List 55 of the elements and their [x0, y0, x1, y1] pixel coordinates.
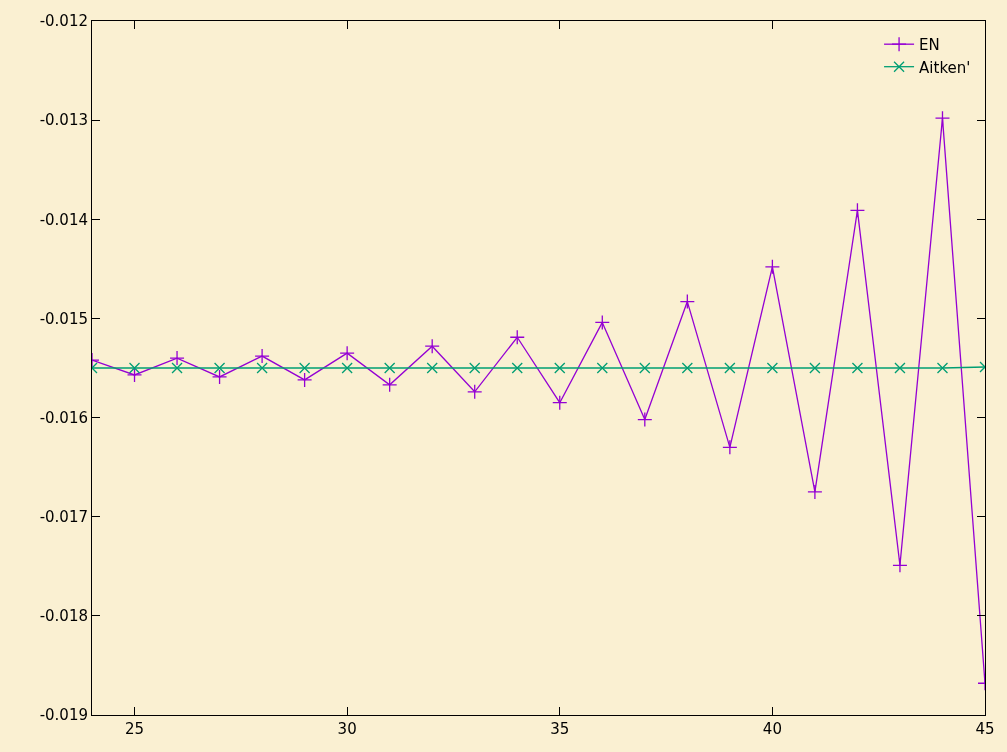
point — [424, 338, 440, 354]
point — [764, 259, 781, 275]
point — [128, 362, 141, 374]
point — [467, 384, 483, 400]
point — [766, 362, 779, 374]
point — [681, 362, 693, 374]
point — [426, 362, 438, 374]
point — [554, 362, 566, 374]
point — [724, 362, 736, 374]
point — [894, 362, 906, 374]
point — [639, 362, 651, 374]
point — [296, 372, 313, 388]
point — [637, 411, 653, 428]
point — [256, 362, 268, 374]
point — [171, 362, 183, 374]
y-tick-label: -0.016 — [39, 408, 88, 427]
x-tick-label: 35 — [550, 720, 570, 738]
y-tick-label: -0.012 — [39, 12, 88, 31]
x-tick-label: 45 — [975, 720, 995, 738]
x-tick-label: 30 — [337, 720, 357, 738]
point — [722, 439, 738, 455]
point — [382, 377, 398, 393]
point — [809, 362, 821, 374]
y-tick-label: -0.018 — [39, 607, 88, 626]
point — [126, 367, 143, 383]
legend-label: Aitken' — [919, 58, 971, 77]
y-tick-label: -0.019 — [39, 706, 88, 725]
point — [849, 202, 866, 219]
legend-label: EN — [919, 36, 940, 55]
point — [298, 362, 311, 374]
y-tick-label: -0.017 — [39, 507, 88, 526]
point — [934, 110, 951, 126]
y-tick-label: -0.015 — [39, 309, 88, 328]
point — [851, 362, 864, 374]
point — [169, 350, 185, 366]
point — [254, 348, 270, 364]
point — [511, 362, 523, 374]
point — [892, 557, 908, 573]
y-tick-label: -0.014 — [39, 210, 88, 229]
point — [213, 362, 226, 374]
point — [594, 314, 610, 331]
y-tick-label: -0.013 — [39, 111, 88, 130]
point — [469, 362, 481, 374]
point — [339, 345, 355, 361]
point — [211, 369, 228, 385]
point — [596, 362, 608, 374]
point — [509, 329, 525, 345]
x-tick-label: 25 — [124, 720, 145, 738]
point — [807, 484, 823, 500]
point — [384, 362, 396, 374]
point — [936, 362, 949, 374]
x-tick-label: 40 — [762, 720, 782, 738]
point — [341, 362, 353, 374]
point — [679, 293, 695, 310]
point — [552, 395, 568, 411]
